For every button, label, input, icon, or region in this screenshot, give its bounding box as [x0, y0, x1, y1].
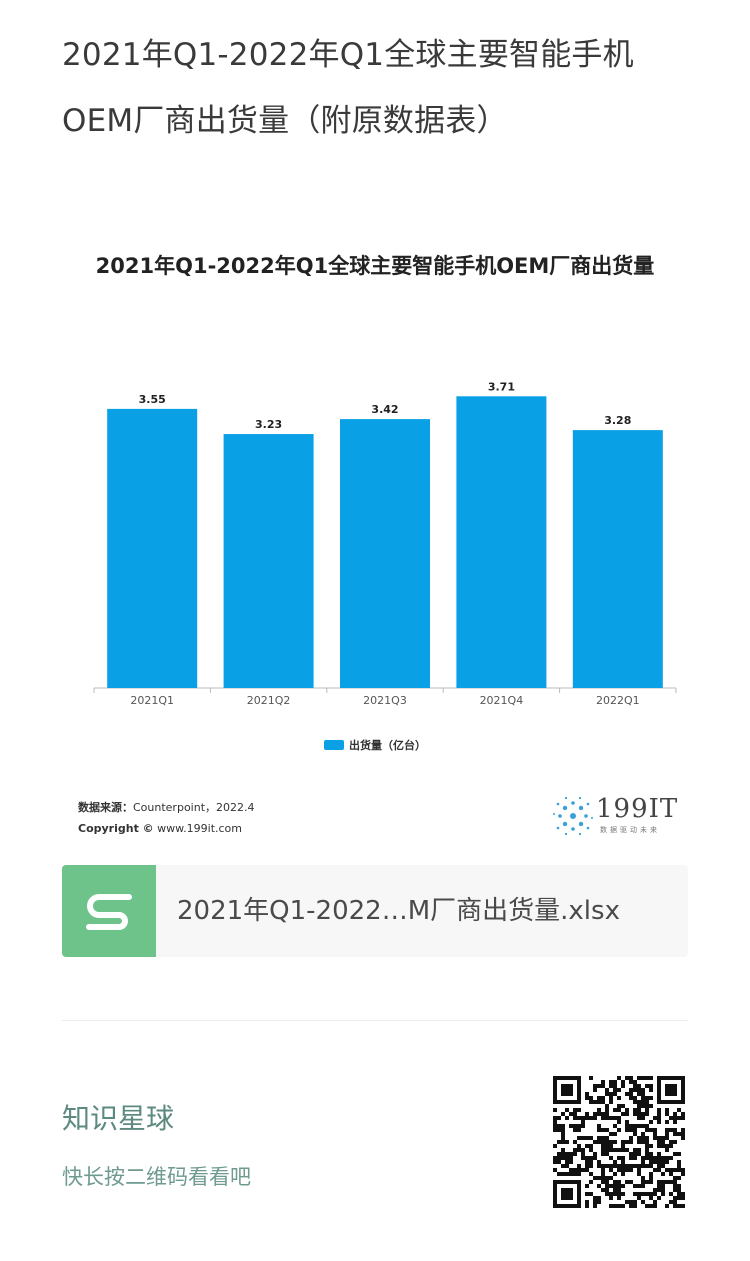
bar: [107, 408, 198, 688]
bar-chart: 3.55 2021Q1 3.23 2021Q2 3.42 2021Q3 3.71 2021Q4…: [93, 380, 677, 707]
logo-text: 199IT: [596, 794, 679, 824]
page-title-line1: 2021年Q1-2022年Q1全球主要智能手机: [62, 37, 634, 73]
bar: [572, 430, 663, 688]
page-title-line2: OEM厂商出货量（附原数据表）: [62, 103, 508, 139]
data-label: 3.55: [139, 393, 166, 406]
legend-swatch: [324, 740, 344, 750]
logo-subtitle: 数据驱动未来: [600, 826, 660, 834]
attachment-card[interactable]: 2021年Q1-2022…M厂商出货量.xlsx: [62, 865, 688, 957]
chart-source: 数据来源：Counterpoint，2022.4 Copyright © www…: [78, 797, 255, 839]
divider: [62, 1020, 688, 1021]
page-title: 2021年Q1-2022年Q1全球主要智能手机 OEM厂商出货量（附原数据表）: [62, 22, 702, 154]
data-label: 3.28: [604, 414, 631, 427]
bar: [223, 434, 314, 688]
x-tick-label: 2021Q3: [363, 694, 407, 707]
data-label: 3.23: [255, 418, 282, 431]
legend-label: 出货量（亿台）: [349, 739, 426, 752]
source-value: Counterpoint，2022.4: [133, 801, 255, 814]
source-label: 数据来源：: [78, 801, 133, 814]
copyright-value: www.199it.com: [157, 822, 243, 835]
bar: [456, 396, 547, 688]
footer-title: 知识星球: [62, 1102, 175, 1135]
x-tick-label: 2021Q1: [130, 694, 174, 707]
qr-code-icon[interactable]: [553, 1076, 685, 1208]
bar: [340, 419, 430, 688]
x-tick-label: 2021Q2: [247, 694, 291, 707]
footer-subtitle: 快长按二维码看看吧: [62, 1165, 251, 1189]
spreadsheet-s-icon: [62, 865, 156, 957]
x-tick-label: 2022Q1: [596, 694, 640, 707]
attachment-file-name: 2021年Q1-2022…M厂商出货量.xlsx: [177, 896, 620, 926]
data-label: 3.71: [488, 380, 515, 393]
199it-logo: 199IT 数据驱动未来: [552, 794, 677, 838]
chart-title: 2021年Q1-2022年Q1全球主要智能手机OEM厂商出货量: [95, 254, 655, 278]
data-label: 3.42: [371, 403, 398, 416]
chart-image[interactable]: 2021年Q1-2022年Q1全球主要智能手机OEM厂商出货量 3.55 2021…: [62, 232, 688, 844]
copyright-label: Copyright ©: [78, 822, 154, 835]
x-tick-label: 2021Q4: [480, 694, 524, 707]
dot-burst-icon: [553, 796, 593, 836]
chart-legend: 出货量（亿台）: [324, 737, 426, 753]
